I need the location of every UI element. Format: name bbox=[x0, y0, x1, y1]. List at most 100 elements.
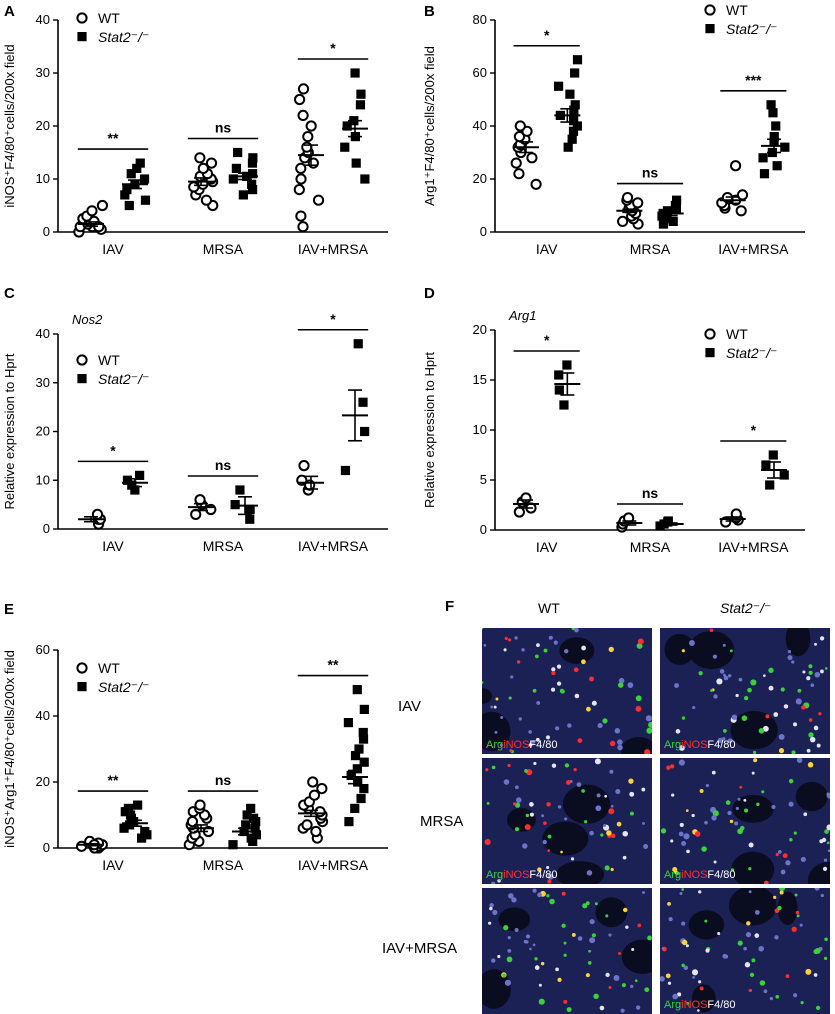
data-point-wt bbox=[205, 157, 218, 169]
cell-dot bbox=[589, 830, 594, 836]
cell-dot bbox=[543, 821, 547, 825]
cell-dot bbox=[777, 905, 782, 911]
tissue-lumen bbox=[732, 794, 774, 823]
data-point-ko bbox=[568, 126, 579, 136]
cell-dot bbox=[815, 1005, 821, 1011]
significance-label: *** bbox=[745, 72, 762, 88]
cell-dot bbox=[679, 745, 685, 751]
legend-marker-wt bbox=[76, 662, 88, 674]
cell-dot bbox=[709, 628, 714, 633]
cell-dot bbox=[775, 852, 779, 857]
cell-dot bbox=[510, 675, 514, 679]
cell-dot bbox=[635, 695, 642, 702]
significance-label: * bbox=[544, 332, 550, 348]
cell-dot bbox=[513, 802, 517, 806]
cell-dot bbox=[674, 683, 680, 688]
cell-dot bbox=[564, 817, 568, 821]
cell-dot bbox=[537, 867, 542, 872]
cell-dot bbox=[711, 770, 716, 775]
significance-label: ns bbox=[215, 120, 232, 136]
cell-dot bbox=[681, 939, 688, 946]
cell-dot bbox=[750, 679, 757, 686]
cell-dot bbox=[809, 736, 816, 743]
data-point-wt bbox=[297, 83, 310, 95]
data-point-ko bbox=[140, 195, 151, 205]
data-point-wt bbox=[301, 141, 313, 153]
cell-dot bbox=[704, 820, 708, 825]
row-label-iav-mrsa: IAV+MRSA bbox=[382, 940, 458, 957]
data-point-wt bbox=[295, 162, 307, 174]
x-category-label: MRSA bbox=[203, 538, 244, 554]
cell-dot bbox=[823, 956, 828, 960]
data-point-ko bbox=[119, 823, 129, 833]
data-point-wt bbox=[197, 162, 209, 174]
cell-dot bbox=[710, 689, 713, 693]
legend-label-ko: Stat2⁻/⁻ bbox=[98, 371, 149, 387]
cell-dot bbox=[618, 677, 625, 684]
cell-dot bbox=[503, 779, 510, 785]
panel-f-micrographs: F WT Stat2⁻/⁻ IAV MRSA IAV+MRSA ArgiNOSF… bbox=[382, 598, 835, 1014]
column-header-stat2: Stat2⁻/⁻ bbox=[720, 600, 772, 616]
cell-dot bbox=[567, 723, 572, 728]
cell-dot bbox=[535, 737, 540, 742]
cell-dot bbox=[642, 821, 645, 825]
data-point-ko bbox=[247, 179, 257, 189]
data-point-wt bbox=[297, 109, 309, 122]
cell-dot bbox=[613, 974, 620, 981]
y-tick-label: 20 bbox=[36, 118, 50, 133]
cell-dot bbox=[546, 802, 551, 807]
y-axis-label: Arg1⁺F4/80⁺cells/200x field bbox=[422, 46, 437, 206]
cell-dot bbox=[614, 728, 621, 734]
cell-dot bbox=[524, 769, 528, 773]
tissue-lumen bbox=[691, 984, 716, 1013]
cell-dot bbox=[537, 892, 542, 898]
cell-dot bbox=[806, 748, 811, 753]
cell-dot bbox=[625, 925, 629, 929]
cell-dot bbox=[566, 1007, 572, 1013]
cell-dot bbox=[746, 921, 751, 926]
cell-dot bbox=[489, 903, 494, 908]
data-point-ko bbox=[355, 100, 366, 110]
data-point-wt bbox=[194, 799, 206, 811]
data-point-ko bbox=[130, 485, 140, 495]
cell-dot bbox=[735, 693, 739, 698]
panel-label: B bbox=[424, 3, 435, 20]
data-point-ko bbox=[569, 116, 579, 126]
data-point-ko bbox=[342, 121, 352, 131]
cell-dot bbox=[525, 813, 530, 818]
cell-dot bbox=[744, 695, 749, 701]
cell-dot bbox=[604, 865, 610, 871]
caption-inos: iNOS bbox=[681, 869, 708, 881]
cell-dot bbox=[482, 628, 484, 630]
cell-dot bbox=[800, 856, 806, 863]
cell-dot bbox=[753, 758, 758, 763]
cell-dot bbox=[723, 673, 726, 677]
tissue-lumen bbox=[506, 807, 536, 832]
caption-f480: F4/80 bbox=[529, 869, 558, 881]
cell-dot bbox=[762, 674, 766, 677]
cell-dot bbox=[751, 771, 755, 775]
cell-dot bbox=[788, 778, 794, 784]
cell-dot bbox=[791, 750, 796, 754]
cell-dot bbox=[716, 678, 723, 685]
data-point-ko bbox=[759, 169, 770, 179]
cell-dot bbox=[589, 676, 594, 682]
data-point-ko bbox=[569, 105, 579, 115]
data-point-ko bbox=[351, 158, 361, 168]
legend-label-wt: WT bbox=[98, 352, 120, 368]
y-tick-label: 15 bbox=[473, 372, 487, 387]
cell-dot bbox=[675, 729, 681, 734]
cell-dot bbox=[756, 802, 760, 807]
cell-dot bbox=[773, 712, 779, 717]
data-point-ko bbox=[360, 174, 370, 184]
cell-dot bbox=[615, 788, 621, 795]
cell-dot bbox=[529, 802, 534, 807]
cell-dot bbox=[699, 986, 704, 991]
cell-dot bbox=[491, 765, 496, 770]
cell-dot bbox=[743, 946, 747, 951]
cell-dot bbox=[744, 962, 751, 968]
x-category-label: MRSA bbox=[203, 241, 244, 257]
cell-dot bbox=[723, 729, 727, 733]
cell-dot bbox=[729, 649, 733, 653]
caption-arg: Arg bbox=[486, 739, 504, 751]
